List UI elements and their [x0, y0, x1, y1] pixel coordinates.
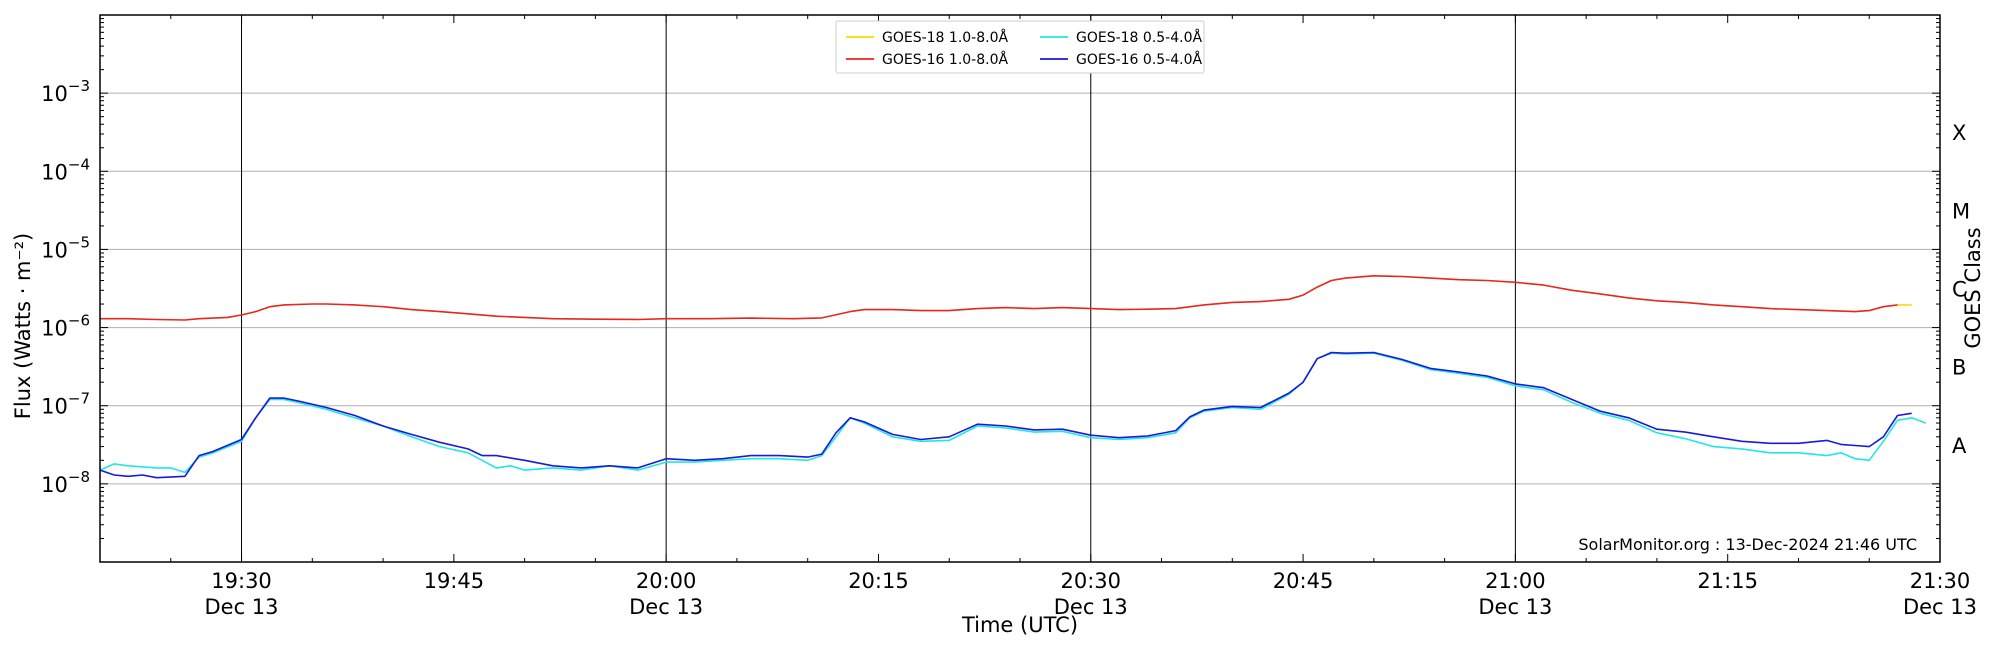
- legend-label: GOES-16 1.0-8.0Å: [882, 51, 1008, 68]
- y-tick-label: 10−5: [41, 233, 90, 262]
- goes-class-label: X: [1952, 121, 1966, 145]
- x-tick-date-label: Dec 13: [629, 595, 703, 619]
- source-timestamp: SolarMonitor.org : 13-Dec-2024 21:46 UTC: [1578, 535, 1917, 554]
- day-vertical-lines: [241, 15, 1941, 562]
- legend-label: GOES-18 1.0-8.0Å: [882, 29, 1008, 46]
- x-tick-label: 19:30: [211, 569, 272, 593]
- goes-class-axis-title: GOES Class: [1961, 227, 1985, 348]
- y-tick-label: 10−4: [41, 155, 90, 184]
- x-tick-date-label: Dec 13: [1054, 595, 1128, 619]
- x-tick-date-label: Dec 13: [1478, 595, 1552, 619]
- horizontal-grid: [100, 92, 1940, 485]
- y-tick-label: 10−8: [41, 468, 90, 497]
- legend: GOES-18 1.0-8.0Å GOES-16 1.0-8.0Å GOES-18 …: [835, 20, 1205, 74]
- legend-box: [835, 20, 1205, 74]
- goes-class-label: M: [1952, 199, 1970, 223]
- x-tick-label: 20:00: [636, 569, 697, 593]
- x-tick-label: 21:30: [1910, 569, 1971, 593]
- y-tick-label: 10−7: [41, 390, 90, 419]
- x-axis-title: Time (UTC): [961, 613, 1078, 637]
- x-tick-date-label: Dec 13: [1903, 595, 1977, 619]
- goes-class-label: B: [1952, 356, 1966, 380]
- series-line-3: [99, 352, 1927, 474]
- x-tick-label: 19:45: [424, 569, 485, 593]
- goes-class-label: C: [1952, 278, 1967, 302]
- x-tick-label: 21:15: [1697, 569, 1758, 593]
- x-tick-label: 20:45: [1273, 569, 1334, 593]
- x-tick-label: 21:00: [1485, 569, 1546, 593]
- y-tick-label: 10−3: [41, 77, 90, 106]
- y-axis-ticks: 10−8 10−7 10−6 10−5 10−4 10−3: [41, 18, 1940, 563]
- plot-frame: [99, 14, 1941, 563]
- series-line-2: [100, 275, 1898, 321]
- goes-class-labels: A B C M X: [1952, 121, 1970, 458]
- y-axis-title: Flux (Watts · m⁻²): [11, 233, 35, 419]
- goes-class-label: A: [1952, 434, 1967, 458]
- y-tick-label: 10−6: [41, 312, 90, 341]
- x-tick-date-label: Dec 13: [205, 595, 279, 619]
- series-line-4: [99, 351, 1912, 479]
- legend-label: GOES-16 0.5-4.0Å: [1076, 51, 1202, 68]
- x-tick-label: 20:30: [1061, 569, 1122, 593]
- x-tick-label: 20:15: [848, 569, 909, 593]
- legend-label: GOES-18 0.5-4.0Å: [1076, 29, 1202, 46]
- flux-series: [99, 275, 1927, 479]
